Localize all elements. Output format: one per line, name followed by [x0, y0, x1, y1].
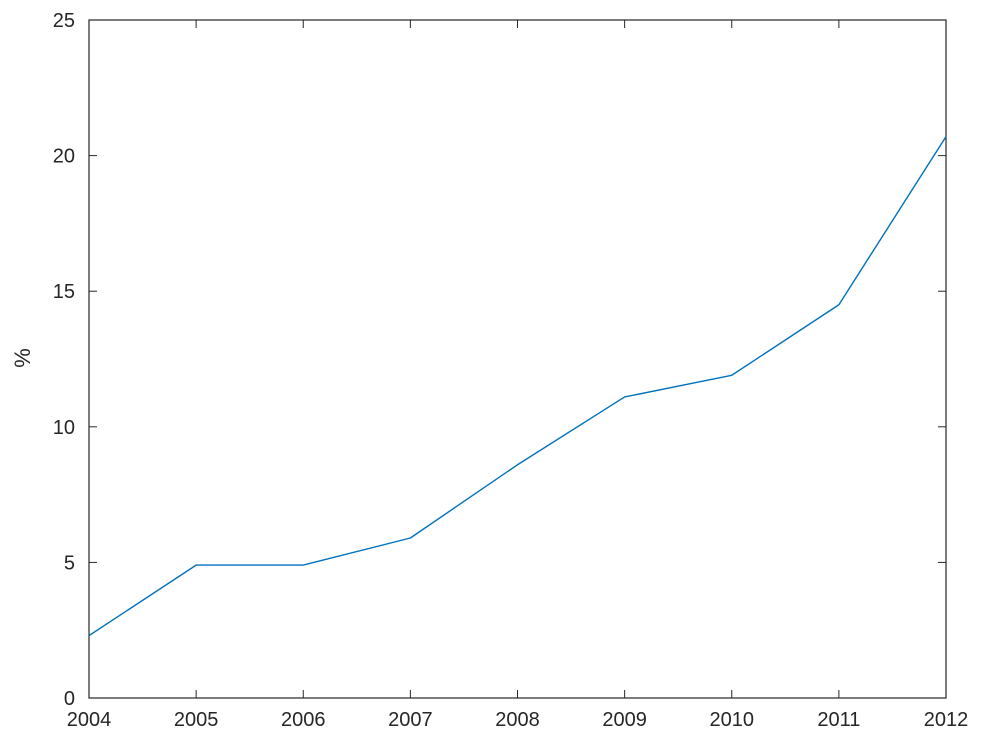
y-axis-label: %	[10, 348, 35, 368]
y-tick-label: 25	[53, 10, 75, 32]
x-tick-label: 2011	[817, 709, 860, 731]
x-tick-label: 2007	[388, 709, 433, 731]
axes	[89, 20, 946, 698]
y-tick-label: 15	[53, 281, 75, 303]
x-tick-label: 2005	[174, 709, 219, 731]
y-tick-label: 5	[64, 552, 75, 574]
y-tick-label: 0	[64, 688, 75, 710]
x-tick-label: 2006	[281, 709, 326, 731]
x-tick-label: 2009	[602, 709, 647, 731]
y-tick-label: 20	[53, 146, 75, 168]
x-tick-label: 2010	[710, 709, 755, 731]
y-tick-label: 10	[53, 417, 75, 439]
x-tick-label: 2004	[67, 709, 112, 731]
plot-frame	[89, 20, 946, 698]
x-tick-label: 2008	[495, 709, 540, 731]
x-tick-label: 2012	[924, 709, 969, 731]
